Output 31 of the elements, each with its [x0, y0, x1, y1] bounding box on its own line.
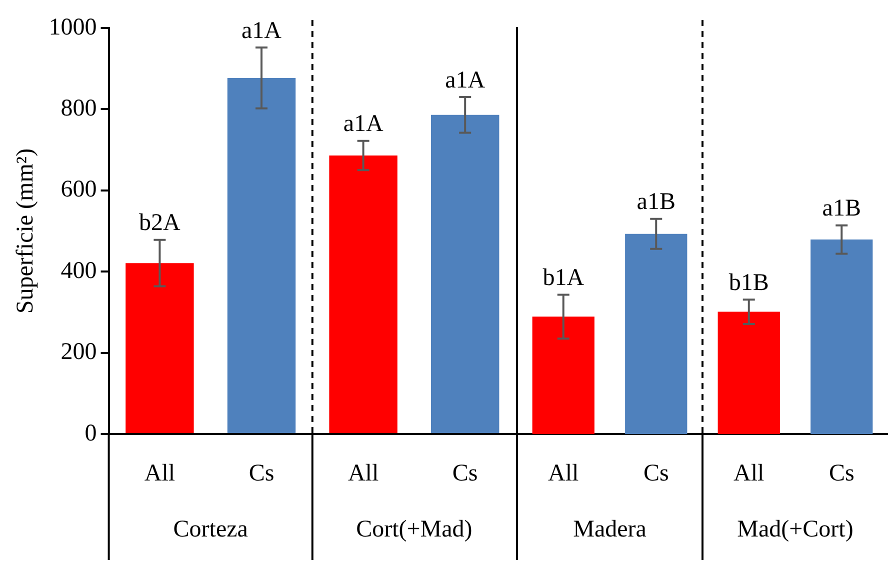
text: Cs	[828, 460, 854, 486]
data-label: a1A	[242, 18, 282, 44]
y-tick-label: 400	[60, 258, 97, 284]
x-tick-label: Cort(+Mad)	[356, 516, 472, 542]
series-label: All	[144, 460, 176, 486]
y-tick-label: 0	[84, 420, 97, 446]
text: All	[734, 460, 764, 486]
data-label: b2A	[139, 210, 182, 236]
data-label: a1B	[636, 189, 676, 216]
y-tick-label: 800	[60, 95, 97, 122]
series-label: Cs	[248, 460, 274, 486]
data-label: a1A	[445, 67, 486, 94]
bar	[532, 316, 594, 434]
series-label: All	[548, 460, 580, 486]
x-tick-label: Corteza	[173, 516, 248, 542]
series-label: Cs	[643, 460, 669, 486]
y-tick-label: 1000	[48, 14, 97, 40]
bar	[810, 240, 873, 434]
data-label: b1B	[728, 270, 769, 296]
x-tick-label: Mad(+Cort)	[737, 516, 854, 542]
data-label: b1A	[542, 265, 585, 292]
y-tick-label: 600	[60, 176, 97, 203]
text: Cs	[452, 460, 478, 486]
y-axis-title: Superficie (mm²)	[12, 148, 39, 314]
y-tick-label: 200	[60, 339, 97, 366]
x-tick-label: Madera	[573, 516, 647, 542]
text: All	[348, 460, 379, 486]
bar	[718, 312, 780, 434]
bar	[625, 234, 688, 434]
data-label: a1A	[343, 111, 384, 138]
data-label: a1B	[822, 196, 861, 222]
